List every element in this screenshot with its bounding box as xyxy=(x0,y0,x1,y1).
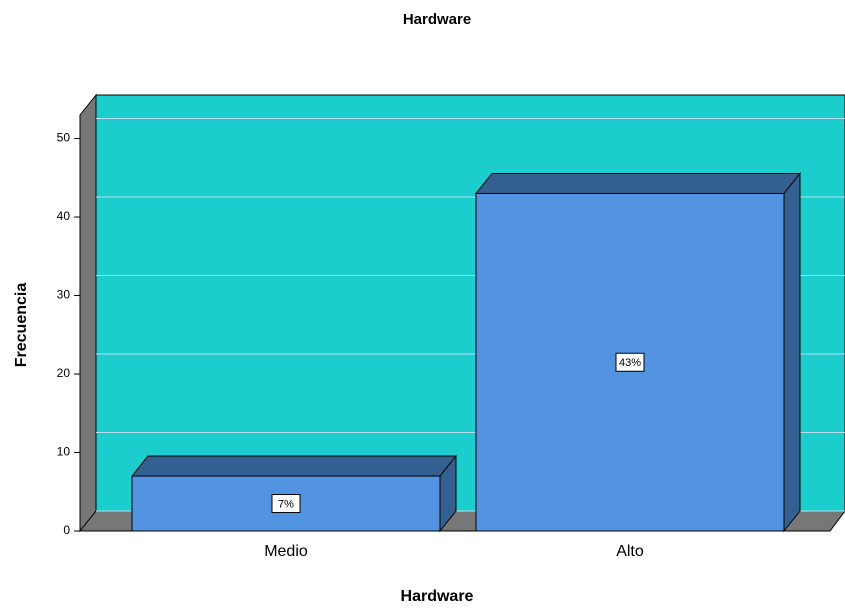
value-label-box xyxy=(615,352,645,372)
y-axis-label: Frecuencia xyxy=(13,283,30,368)
value-label-box xyxy=(271,494,301,514)
bar xyxy=(130,454,458,533)
y-tick-label: 20 xyxy=(57,366,71,380)
y-tick-label: 10 xyxy=(57,445,71,459)
y-tick-label: 40 xyxy=(57,209,71,223)
y-tick-label: 0 xyxy=(63,523,70,537)
y-tick-label: 50 xyxy=(57,131,71,145)
bar xyxy=(474,172,802,533)
chart-title: Hardware xyxy=(403,11,471,28)
y-tick-label: 30 xyxy=(57,288,71,302)
bar-top xyxy=(130,455,458,477)
x-axis-label: Hardware xyxy=(401,588,474,605)
value-label: 43% xyxy=(619,357,641,369)
x-tick-label: Medio xyxy=(264,543,308,560)
value-label: 7% xyxy=(278,498,294,510)
bar-side xyxy=(783,172,801,533)
bar-top xyxy=(474,172,802,194)
x-tick-label: Alto xyxy=(616,543,644,560)
left-wall xyxy=(79,93,97,533)
